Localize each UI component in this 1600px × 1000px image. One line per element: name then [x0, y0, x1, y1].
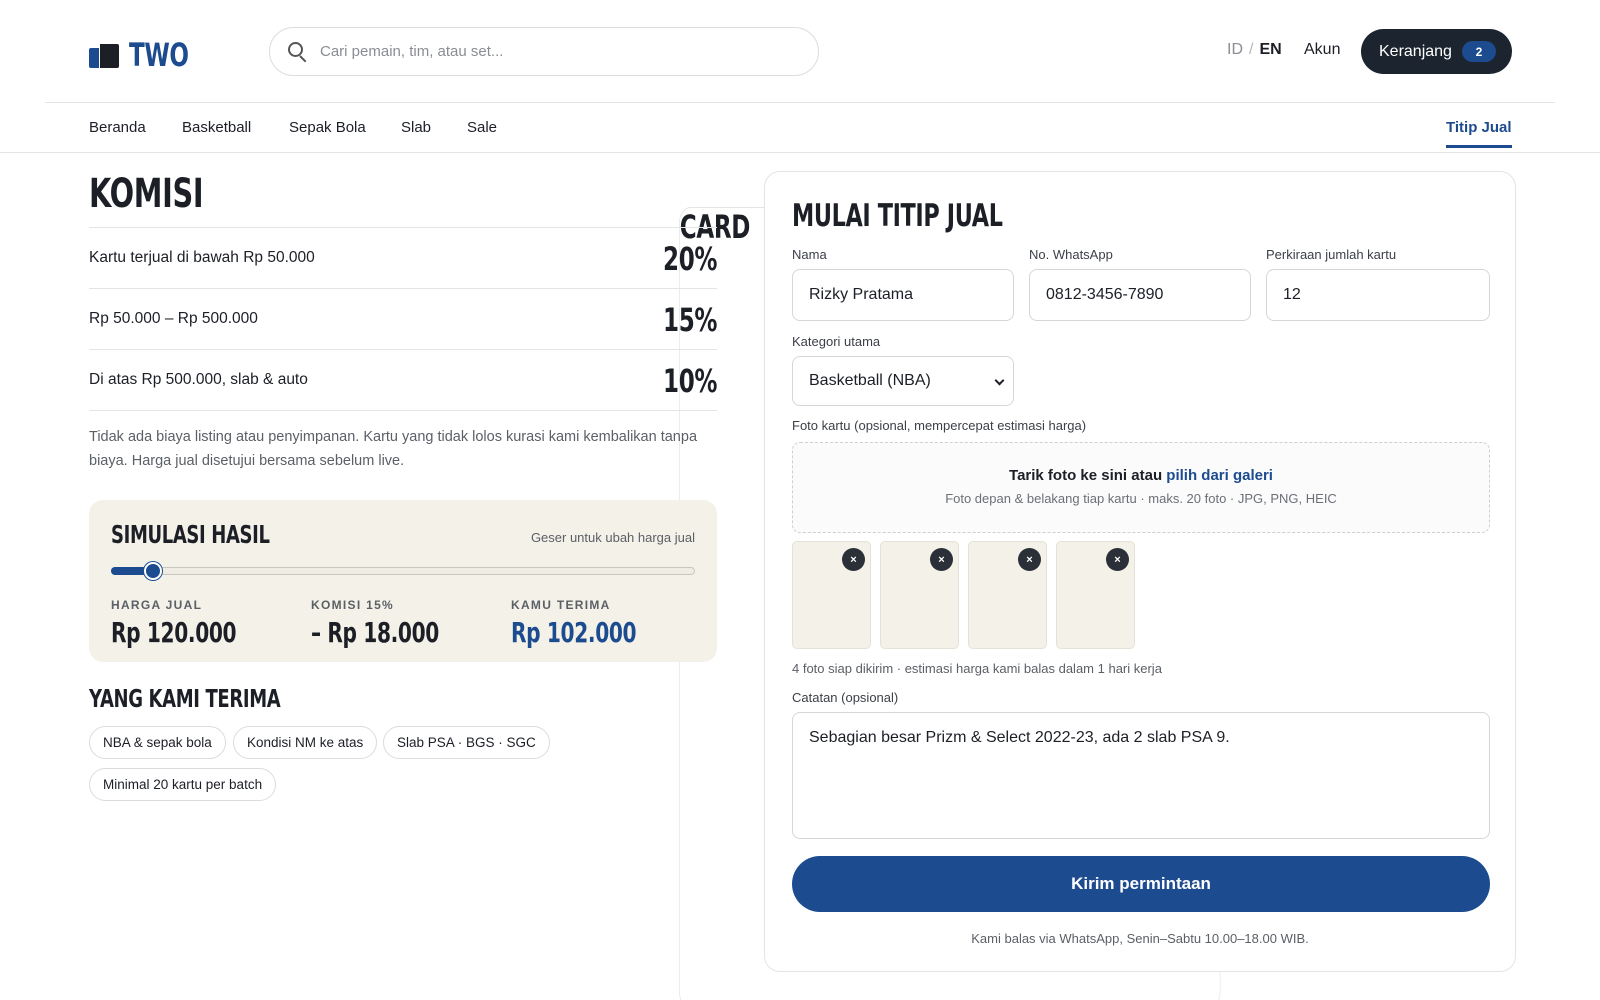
accepted-chip: NBA & sepak bola [89, 726, 226, 759]
nav-item-basketball[interactable]: Basketball [182, 119, 252, 136]
commission-row-rate: 20% [662, 240, 717, 278]
receive-label: KAMU TERIMA [511, 598, 611, 612]
logo-mark-icon [89, 42, 119, 68]
commission-row-rate: 10% [662, 362, 717, 400]
commission-row-rate: 15% [662, 301, 717, 339]
search-bar[interactable] [269, 27, 819, 76]
search-icon [288, 41, 308, 62]
brand-name: CARD TWO [129, 36, 1221, 1000]
category-select[interactable]: Basketball (NBA) [792, 356, 1014, 406]
notes-field[interactable]: Sebagian besar Prizm & Select 2022-23, a… [792, 712, 1490, 839]
form-title: MULAI TITIP JUAL [792, 198, 1003, 234]
sale-price-value: Rp 120.000 [111, 616, 237, 649]
reply-note: Kami balas via WhatsApp, Senin–Sabtu 10.… [971, 931, 1309, 946]
nav-item-sepak-bola[interactable]: Sepak Bola [289, 119, 366, 136]
category-label: Kategori utama [792, 334, 881, 349]
nav-item-slab[interactable]: Slab [401, 119, 432, 136]
dropzone-text: Tarik foto ke sini atau pilih dari galer… [1009, 467, 1273, 484]
nav-item-beranda[interactable]: Beranda [89, 119, 146, 136]
lang-id-option[interactable]: ID [1227, 41, 1243, 58]
price-slider-thumb[interactable] [144, 562, 162, 580]
remove-photo-icon[interactable]: × [842, 548, 865, 571]
category-selected-value: Basketball (NBA) [809, 372, 931, 389]
main-nav: Beranda Basketball Sepak Bola Slab Sale … [0, 104, 1600, 153]
cart-label: Keranjang [1379, 42, 1452, 60]
price-slider-fill [111, 567, 156, 575]
commission-row-label: Di atas Rp 500.000, slab & auto [89, 371, 308, 388]
simulation-title: SIMULASI HASIL [111, 520, 270, 549]
cart-count-badge: 2 [1461, 41, 1496, 62]
lang-en-option[interactable]: EN [1259, 41, 1282, 58]
submit-button[interactable]: Kirim permintaan [792, 856, 1490, 912]
cart-button[interactable]: Keranjang 2 [1361, 29, 1512, 74]
photo-thumbnail: × [968, 541, 1047, 649]
receive-value: Rp 102.000 [511, 616, 637, 649]
commission-stat-label: KOMISI 15% [311, 598, 395, 612]
price-slider[interactable] [111, 562, 695, 580]
commission-row-label: Rp 50.000 – Rp 500.000 [89, 310, 258, 327]
accepted-chip: Slab PSA · BGS · SGC [383, 726, 550, 759]
commission-table: Kartu terjual di bawah Rp 50.000 20% Rp … [89, 227, 717, 411]
simulation-hint: Geser untuk ubah harga jual [530, 530, 695, 545]
receive-stat: KAMU TERIMA Rp 102.000 [511, 598, 685, 649]
search-input[interactable] [320, 43, 760, 60]
accepted-title: YANG KAMI TERIMA [89, 684, 281, 713]
name-field[interactable] [792, 269, 1014, 321]
lang-separator: / [1249, 41, 1254, 58]
card-count-label: Perkiraan jumlah kartu [1266, 247, 1397, 262]
sale-price-label: HARGA JUAL [111, 598, 203, 612]
choose-from-gallery-link[interactable]: pilih dari galeri [1166, 467, 1273, 484]
nav-item-titip-jual[interactable]: Titip Jual [1446, 119, 1512, 148]
simulation-panel: SIMULASI HASIL Geser untuk ubah harga ju… [89, 500, 717, 662]
commission-row: Di atas Rp 500.000, slab & auto 10% [89, 350, 717, 411]
commission-row-label: Kartu terjual di bawah Rp 50.000 [89, 249, 315, 266]
account-link[interactable]: Akun [1304, 41, 1341, 58]
photo-dropzone[interactable]: Tarik foto ke sini atau pilih dari galer… [792, 442, 1490, 533]
card-count-field[interactable] [1266, 269, 1490, 321]
chevron-down-icon [994, 375, 1005, 386]
language-switcher: ID / EN [1227, 41, 1282, 59]
sale-price-stat: HARGA JUAL Rp 120.000 [111, 598, 285, 649]
brand-logo[interactable]: CARD TWO [89, 36, 1221, 1000]
whatsapp-field[interactable] [1029, 269, 1251, 321]
whatsapp-label: No. WhatsApp [1029, 247, 1113, 262]
commission-note: Tidak ada biaya listing atau penyimpanan… [89, 429, 698, 469]
remove-photo-icon[interactable]: × [1018, 548, 1041, 571]
name-label: Nama [792, 247, 827, 262]
commission-title: KOMISI [89, 171, 204, 217]
photo-status: 4 foto siap dikirim · estimasi harga kam… [792, 661, 1162, 676]
notes-label: Catatan (opsional) [792, 690, 899, 705]
remove-photo-icon[interactable]: × [930, 548, 953, 571]
photo-thumbnail: × [792, 541, 871, 649]
commission-stat-value: – Rp 18.000 [311, 616, 439, 649]
commission-row: Kartu terjual di bawah Rp 50.000 20% [89, 228, 717, 289]
nav-item-sale[interactable]: Sale [467, 119, 498, 136]
accepted-chip: Kondisi NM ke atas [233, 726, 378, 759]
photo-thumbnail: × [880, 541, 959, 649]
remove-photo-icon[interactable]: × [1106, 548, 1129, 571]
commission-stat: KOMISI 15% – Rp 18.000 [311, 598, 489, 649]
dropzone-hint: Foto depan & belakang tiap kartu · maks.… [945, 491, 1337, 506]
commission-row: Rp 50.000 – Rp 500.000 15% [89, 289, 717, 350]
accepted-chip: Minimal 20 kartu per batch [89, 768, 277, 801]
photo-label: Foto kartu (opsional, mempercepat estima… [792, 418, 1087, 433]
consignment-form-card: MULAI TITIP JUAL Nama No. WhatsApp Perki… [764, 171, 1516, 972]
photo-thumbnail: × [1056, 541, 1135, 649]
